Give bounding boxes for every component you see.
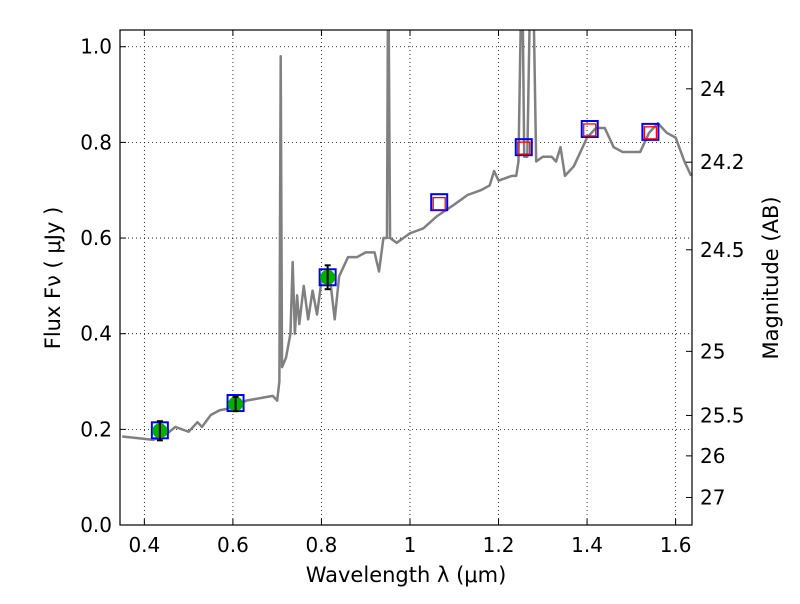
x-tick-label: 0.6	[217, 533, 249, 557]
spectrum-line	[122, 30, 692, 442]
right-tick-label: 25.5	[700, 403, 745, 427]
x-tick-label: 1	[404, 533, 417, 557]
y-tick-label: 1.0	[80, 35, 112, 59]
x-axis-label: Wavelength λ (μm)	[306, 563, 507, 587]
model-photometry-marker	[514, 138, 533, 157]
series	[122, 30, 692, 442]
right-tick-label: 26	[700, 444, 725, 468]
y-tick-label: 0.8	[80, 130, 112, 154]
right-tick-label: 27	[700, 485, 725, 509]
predicted-marker	[583, 123, 597, 137]
predicted-marker	[643, 126, 658, 140]
model-photometry-marker	[641, 122, 660, 141]
predicted-marker	[517, 141, 531, 155]
y-tick-label: 0.4	[80, 322, 112, 346]
x-tick-label: 1.6	[660, 533, 692, 557]
plot-frame	[119, 29, 693, 526]
x-tick-label: 0.8	[306, 533, 338, 557]
right-tick-label: 24	[700, 77, 725, 101]
grid	[120, 30, 692, 526]
x-tick-label: 1.4	[571, 533, 603, 557]
right-tick-label: 24.5	[700, 238, 745, 262]
right-tick-label: 24.2	[700, 150, 745, 174]
y-axis-label: Flux Fν ( μJy )	[41, 207, 65, 350]
x-tick-label: 0.4	[128, 533, 160, 557]
ticks: 0.4 0.6 0.8 1 1.2 1.4 1.6 0.0 0.2 0.4 0.6 0.8 1.0 24 2…	[80, 30, 745, 557]
predicted-marker	[432, 196, 446, 211]
right-axis-label: Magnitude (AB)	[759, 196, 783, 359]
y-tick-label: 0.2	[80, 417, 112, 441]
y-tick-label: 0.0	[80, 513, 112, 537]
model-photometry-marker	[580, 120, 599, 138]
x-tick-label: 1.2	[483, 533, 515, 557]
right-tick-label: 25	[700, 339, 725, 363]
y-tick-label: 0.6	[80, 226, 112, 250]
